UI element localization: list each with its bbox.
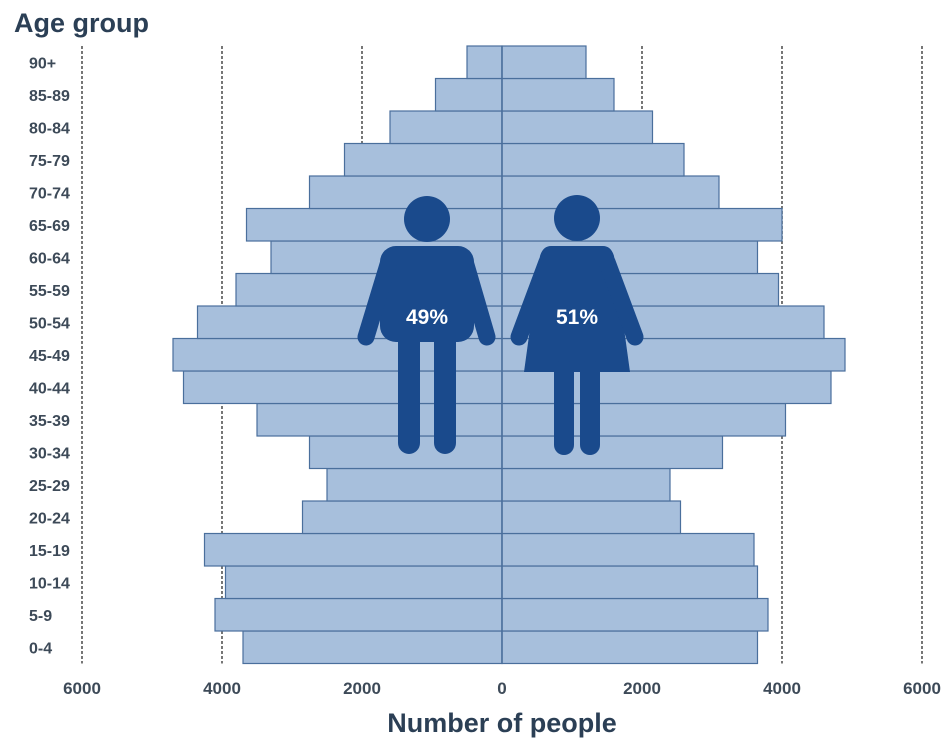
bar-female-15-19 [501,532,755,567]
x-axis-title: Number of people [387,708,617,738]
bar-male-20-24 [301,500,503,535]
bar-female-85-89 [501,77,615,112]
bar-female-20-24 [501,500,682,535]
bar-male-70-74 [308,175,503,210]
bar-male-15-19 [203,532,503,567]
bars [172,45,846,665]
y-tick-label: 85-89 [29,88,70,105]
y-tick-label: 90+ [29,55,56,72]
bar-female-80-84 [501,110,654,145]
y-tick-label: 65-69 [29,218,70,235]
x-tick-label: 6000 [903,679,941,698]
bar-female-35-39 [501,402,787,437]
female-figure-icon: 51% [510,195,644,455]
bar-female-75-79 [501,142,685,177]
bar-female-25-29 [501,467,671,502]
y-tick-label: 5-9 [29,608,52,625]
x-tick-label: 6000 [63,679,101,698]
bar-male-80-84 [389,110,503,145]
bar-female-0-4 [501,630,759,665]
bar-male-0-4 [242,630,503,665]
bar-female-65-69 [501,207,783,242]
bar-male-5-9 [214,597,503,632]
y-tick-label: 75-79 [29,153,70,170]
y-tick-label: 50-54 [29,315,70,332]
y-tick-label: 15-19 [29,543,70,560]
x-tick-label: 2000 [623,679,661,698]
bar-female-70-74 [501,175,720,210]
bar-female-30-34 [501,435,724,470]
bar-female-10-14 [501,565,759,600]
male-percent-label: 49% [406,306,448,329]
bar-male-65-69 [245,207,503,242]
bar-male-75-79 [343,142,503,177]
x-tick-label: 4000 [763,679,801,698]
bar-female-5-9 [501,597,769,632]
x-tick-label: 2000 [343,679,381,698]
bar-female-90+ [501,45,587,80]
bar-male-90+ [466,45,503,80]
y-tick-labels: 0-4 5-9 10-14 15-19 20-24 25-29 30-34 35-39 40-4… [29,55,70,657]
y-axis-title: Age group [14,8,149,38]
bar-female-40-44 [501,370,832,405]
x-tick-label: 4000 [203,679,241,698]
y-tick-label: 35-39 [29,413,70,430]
y-tick-label: 60-64 [29,250,70,267]
female-percent-label: 51% [556,306,598,329]
y-tick-label: 70-74 [29,185,70,202]
bar-male-85-89 [434,77,503,112]
y-tick-label: 40-44 [29,380,70,397]
male-figure-icon: 49% [357,196,496,454]
y-tick-label: 0-4 [29,640,52,657]
x-tick-labels: 6000 4000 2000 0 2000 4000 6000 [63,679,941,698]
y-tick-label: 25-29 [29,478,70,495]
y-tick-label: 45-49 [29,348,70,365]
y-tick-label: 80-84 [29,120,70,137]
x-tick-label: 0 [497,679,506,698]
y-tick-label: 30-34 [29,445,70,462]
bar-male-25-29 [326,467,503,502]
y-tick-label: 20-24 [29,510,70,527]
y-tick-label: 55-59 [29,283,70,300]
bar-male-10-14 [224,565,503,600]
bar-male-35-39 [256,402,503,437]
y-tick-label: 10-14 [29,575,70,592]
